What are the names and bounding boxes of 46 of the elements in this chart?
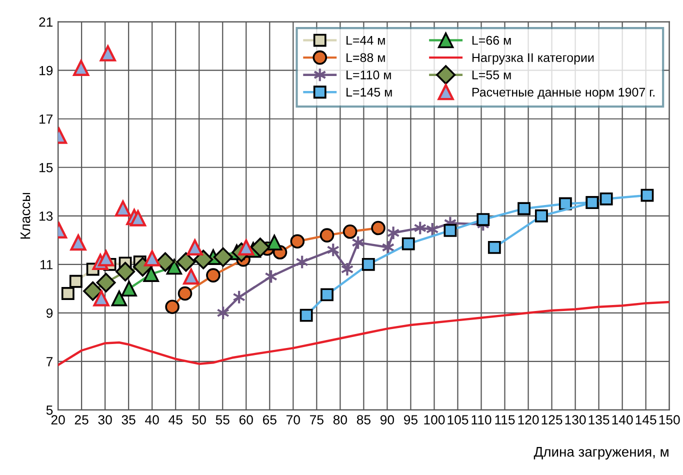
x-tick-label: 150 xyxy=(659,415,680,424)
y-tick-label: 5 xyxy=(46,406,53,415)
y-tick-label: 7 xyxy=(46,357,53,366)
x-tick-label: 20 xyxy=(51,415,65,424)
x-tick-label: 120 xyxy=(518,415,539,424)
x-tick-label: 45 xyxy=(168,415,182,424)
x-tick-label: 95 xyxy=(404,415,418,424)
legend-label: L=145 м xyxy=(346,88,392,97)
x-tick-label: 100 xyxy=(424,415,445,424)
x-tick-label: 140 xyxy=(612,415,633,424)
y-axis-title: Классы xyxy=(20,192,30,239)
x-tick-label: 50 xyxy=(192,415,206,424)
x-tick-label: 60 xyxy=(239,415,253,424)
x-tick-label: 135 xyxy=(588,415,610,424)
x-tick-label: 65 xyxy=(262,415,276,424)
legend-label: L=55 м xyxy=(472,70,511,80)
legend-label: Нагрузка II категории xyxy=(472,53,594,65)
y-tick-label: 17 xyxy=(40,114,53,124)
x-tick-label: 35 xyxy=(122,415,136,424)
x-tick-label: 75 xyxy=(310,415,324,424)
x-tick-label: 40 xyxy=(145,415,159,424)
x-tick-label: 30 xyxy=(98,415,112,424)
x-tick-label: 55 xyxy=(216,415,230,424)
x-tick-label: 125 xyxy=(542,415,562,424)
x-tick-label: 115 xyxy=(495,415,515,424)
y-tick-label: 9 xyxy=(46,308,53,318)
y-tick-label: 11 xyxy=(40,260,53,270)
x-tick-label: 110 xyxy=(472,415,492,424)
legend-label: Расчетные данные норм 1907 г. xyxy=(472,88,654,100)
x-tick-label: 25 xyxy=(74,415,88,424)
x-tick-label: 105 xyxy=(448,415,468,424)
y-tick-label: 21 xyxy=(39,17,53,27)
y-tick-label: 19 xyxy=(40,66,53,76)
x-tick-label: 90 xyxy=(380,415,394,424)
legend-label: L=66 м xyxy=(472,36,511,45)
y-tick-label: 13 xyxy=(40,211,53,221)
x-axis-title: Длина загружения, м xyxy=(534,447,668,460)
y-tick-label: 15 xyxy=(40,163,53,172)
x-tick-label: 85 xyxy=(356,415,370,424)
x-tick-label: 130 xyxy=(565,415,586,424)
legend-label: L=110 м xyxy=(346,70,391,80)
x-tick-label: 70 xyxy=(286,415,300,424)
legend-label: L=88 м xyxy=(346,53,385,62)
x-tick-label: 145 xyxy=(636,415,656,424)
x-tick-label: 80 xyxy=(333,415,348,424)
legend-label: L=44 м xyxy=(346,36,385,45)
